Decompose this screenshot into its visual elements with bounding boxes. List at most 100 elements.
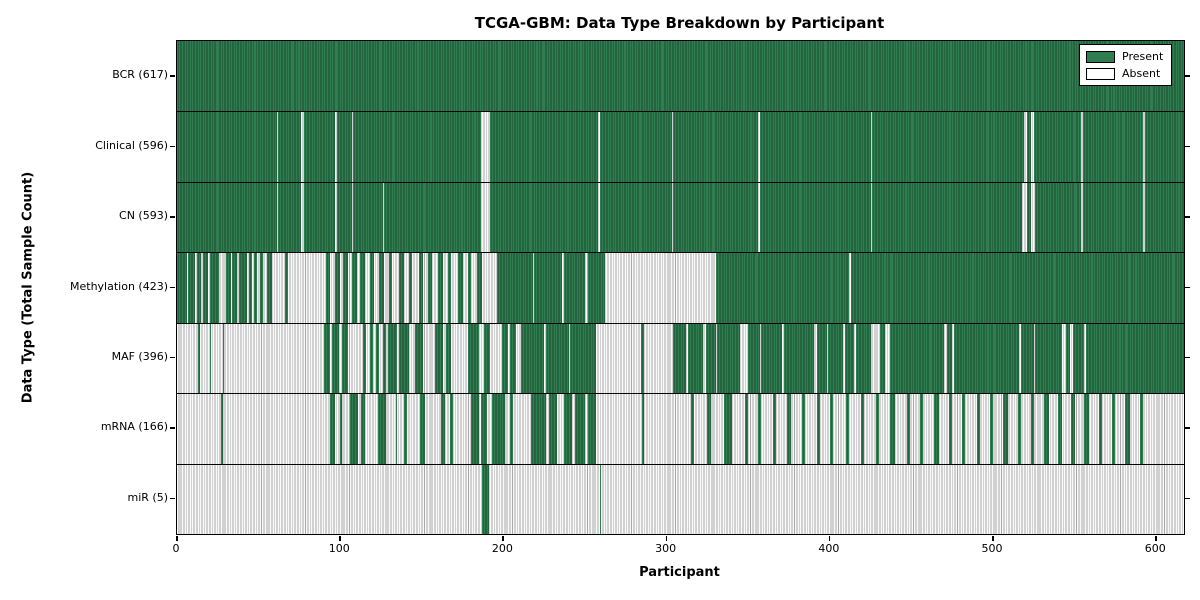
- present-segment: [563, 393, 572, 464]
- present-segment: [880, 322, 886, 394]
- present-segment: [196, 252, 202, 323]
- present-segment: [403, 393, 408, 464]
- present-segment: [222, 322, 225, 394]
- present-segment: [232, 252, 238, 323]
- present-segment: [467, 252, 471, 323]
- present-segment: [521, 322, 545, 394]
- present-segment: [496, 252, 533, 323]
- present-segment: [1082, 181, 1144, 253]
- present-segment: [772, 393, 776, 464]
- heatmap-row-bcr: [177, 41, 1184, 112]
- present-segment: [389, 252, 393, 323]
- present-segment: [759, 181, 871, 253]
- y-tick-right: [1184, 286, 1190, 288]
- y-tick-left: [169, 356, 175, 359]
- present-segment: [890, 322, 945, 394]
- present-segment: [844, 322, 855, 394]
- present-segment: [947, 322, 953, 394]
- y-tick-left: [169, 497, 175, 500]
- y-tick-left: [169, 75, 175, 77]
- present-segment: [477, 252, 483, 323]
- y-tick-left: [169, 427, 175, 429]
- present-segment: [1002, 393, 1008, 464]
- present-segment: [490, 111, 599, 182]
- present-segment: [989, 393, 994, 464]
- present-segment: [1030, 393, 1034, 464]
- y-tick-right: [1184, 145, 1190, 148]
- heatmap-row-methylation: [177, 252, 1184, 323]
- y-tick-right: [1184, 427, 1190, 429]
- present-segment: [570, 322, 597, 394]
- present-segment: [545, 322, 569, 394]
- present-segment: [855, 322, 871, 394]
- present-segment: [588, 393, 597, 464]
- present-segment: [1017, 393, 1021, 464]
- present-segment: [377, 393, 386, 464]
- present-segment: [209, 252, 220, 323]
- y-tick-label-maf: MAF (396): [111, 349, 168, 363]
- present-segment: [501, 322, 509, 394]
- heatmap-row-mir: [177, 463, 1184, 534]
- present-segment: [872, 181, 1023, 253]
- x-axis-title: Participant: [639, 565, 720, 580]
- present-segment: [418, 252, 424, 323]
- present-segment: [758, 393, 762, 464]
- x-tick-label: 0: [172, 542, 180, 555]
- present-segment: [434, 322, 444, 394]
- present-segment: [340, 393, 342, 464]
- present-segment: [1084, 393, 1090, 464]
- present-segment: [599, 111, 672, 182]
- present-segment: [642, 393, 644, 464]
- present-segment: [687, 322, 703, 394]
- present-segment: [353, 181, 383, 253]
- present-segment: [470, 393, 479, 464]
- heatmap-row-clinical: [177, 111, 1184, 182]
- present-segment: [408, 252, 412, 323]
- x-tick: [176, 536, 178, 541]
- present-segment: [177, 252, 187, 323]
- present-segment: [420, 393, 426, 464]
- present-segment: [1033, 111, 1082, 182]
- present-segment: [398, 252, 404, 323]
- present-segment: [640, 322, 644, 394]
- present-segment: [509, 322, 517, 394]
- y-tick-label-clinical: Clinical (596): [95, 138, 168, 152]
- legend-swatch-absent: [1086, 67, 1115, 80]
- y-tick-right: [1184, 356, 1190, 359]
- present-segment: [480, 393, 488, 464]
- x-tick: [665, 536, 668, 541]
- present-segment: [483, 322, 491, 394]
- present-segment: [278, 111, 302, 182]
- present-segment: [260, 252, 264, 323]
- x-tick: [828, 536, 831, 541]
- present-segment: [278, 181, 302, 253]
- present-segment: [325, 252, 331, 323]
- present-segment: [588, 252, 605, 323]
- y-tick-left: [169, 286, 175, 288]
- y-tick-label-mir: miR (5): [127, 490, 169, 504]
- present-segment: [599, 181, 672, 253]
- present-segment: [784, 322, 814, 394]
- present-segment: [266, 252, 272, 323]
- row-divider: [177, 111, 1184, 113]
- present-segment: [467, 322, 479, 394]
- present-segment: [715, 252, 850, 323]
- present-segment: [330, 393, 336, 464]
- x-tick-label: 300: [655, 542, 677, 555]
- present-segment: [376, 322, 380, 394]
- present-segment: [359, 252, 365, 323]
- present-segment: [673, 322, 687, 394]
- present-segment: [221, 393, 223, 464]
- row-divider: [177, 181, 1184, 183]
- present-segment: [304, 181, 336, 253]
- present-segment: [575, 393, 585, 464]
- y-tick-right: [1184, 216, 1190, 218]
- present-segment: [188, 252, 195, 323]
- present-segment: [449, 393, 453, 464]
- present-segment: [906, 393, 910, 464]
- present-segment: [369, 322, 373, 394]
- present-segment: [441, 393, 445, 464]
- y-tick-left: [169, 145, 175, 148]
- present-segment: [744, 393, 749, 464]
- present-segment: [691, 393, 695, 464]
